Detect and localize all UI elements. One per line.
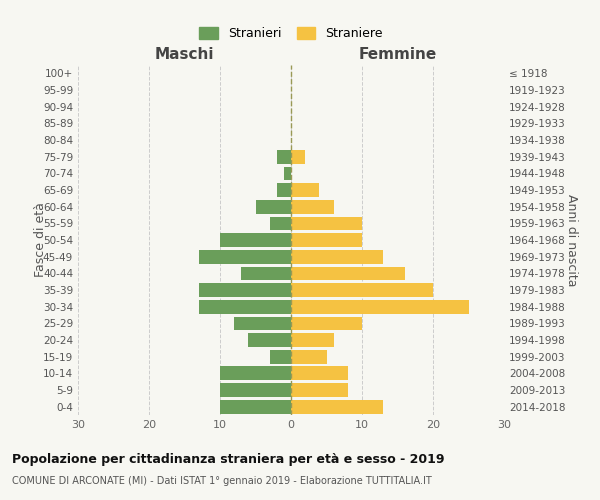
Bar	[284, 166, 291, 180]
Bar	[291, 366, 348, 380]
Bar	[234, 316, 291, 330]
Bar	[199, 300, 291, 314]
Bar	[220, 233, 291, 247]
Bar	[199, 250, 291, 264]
Bar	[220, 366, 291, 380]
Bar	[291, 316, 362, 330]
Y-axis label: Anni di nascita: Anni di nascita	[565, 194, 578, 286]
Text: Popolazione per cittadinanza straniera per età e sesso - 2019: Popolazione per cittadinanza straniera p…	[12, 452, 445, 466]
Bar	[291, 150, 305, 164]
Bar	[220, 383, 291, 397]
Text: Femmine: Femmine	[358, 46, 437, 62]
Bar	[291, 300, 469, 314]
Bar	[291, 233, 362, 247]
Text: COMUNE DI ARCONATE (MI) - Dati ISTAT 1° gennaio 2019 - Elaborazione TUTTITALIA.I: COMUNE DI ARCONATE (MI) - Dati ISTAT 1° …	[12, 476, 432, 486]
Bar	[270, 216, 291, 230]
Bar	[291, 200, 334, 213]
Bar	[291, 383, 348, 397]
Bar	[291, 266, 404, 280]
Text: Maschi: Maschi	[155, 46, 214, 62]
Bar	[291, 333, 334, 347]
Bar	[291, 250, 383, 264]
Bar	[241, 266, 291, 280]
Bar	[291, 216, 362, 230]
Bar	[256, 200, 291, 213]
Bar	[291, 400, 383, 413]
Y-axis label: Fasce di età: Fasce di età	[34, 202, 47, 278]
Bar	[270, 350, 291, 364]
Legend: Stranieri, Straniere: Stranieri, Straniere	[194, 22, 388, 46]
Bar	[291, 350, 326, 364]
Bar	[248, 333, 291, 347]
Bar	[277, 183, 291, 197]
Bar	[277, 150, 291, 164]
Bar	[291, 283, 433, 297]
Bar	[291, 183, 319, 197]
Bar	[220, 400, 291, 413]
Bar	[199, 283, 291, 297]
